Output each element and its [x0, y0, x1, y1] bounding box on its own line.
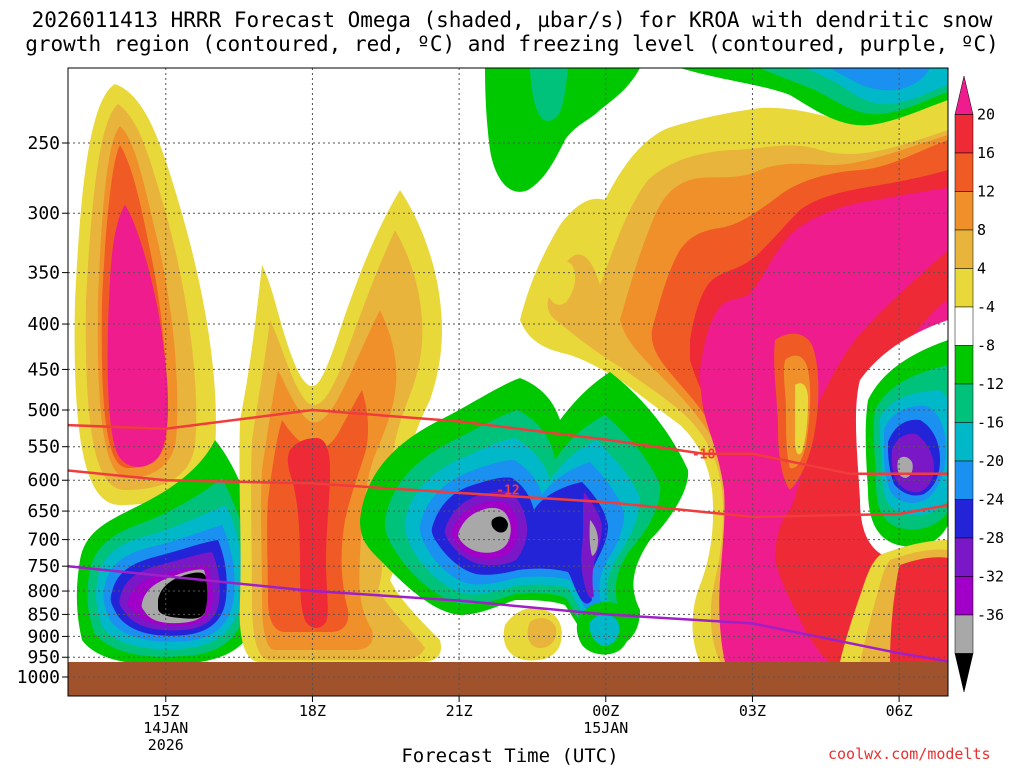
contour-line--12 — [68, 469, 948, 519]
y-tick-label-650: 650 — [27, 501, 60, 522]
colorbar-swatch-3 — [954, 191, 974, 231]
omega-region-pos-14z — [74, 84, 216, 505]
y-tick-label-750: 750 — [27, 556, 60, 577]
colorbar-swatch-13 — [954, 576, 974, 616]
colorbar-label-8: 8 — [977, 221, 986, 239]
contour-label-12: -12 — [496, 484, 519, 499]
y-tick-label-250: 250 — [27, 133, 60, 154]
colorbar-swatch-4 — [954, 229, 974, 269]
x-tick-date-15Z: 14JAN — [143, 719, 188, 737]
x-tick-label-18Z: 18Z — [299, 702, 326, 720]
colorbar-label--16: -16 — [977, 414, 1004, 432]
y-tick-label-700: 700 — [27, 530, 60, 551]
colorbar-label--4: -4 — [977, 298, 995, 316]
chart-title: 2026011413 HRRR Forecast Omega (shaded, … — [0, 8, 1024, 56]
y-tick-label-900: 900 — [27, 626, 60, 647]
omega-region-neg-22z — [360, 372, 689, 649]
colorbar: 20 16 12 8 4 -4 -8 -12 -16 -20 -24 -28 -32 -36 — [954, 75, 1004, 693]
x-tick-label-03Z: 03Z — [739, 702, 766, 720]
colorbar-label--24: -24 — [977, 491, 1004, 509]
colorbar-label-16: 16 — [977, 144, 995, 162]
y-tick-label-550: 550 — [27, 437, 60, 458]
y-tick-label-950: 950 — [27, 647, 60, 668]
colorbar-swatch-10 — [954, 460, 974, 500]
colorbar-swatch-7 — [954, 345, 974, 385]
credit-link[interactable]: coolwx.com/modelts — [828, 745, 991, 763]
colorbar-bottom-arrow — [954, 653, 974, 693]
colorbar-label--8: -8 — [977, 337, 995, 355]
colorbar-swatch-8 — [954, 383, 974, 423]
colorbar-label--28: -28 — [977, 529, 1004, 547]
colorbar-label--36: -36 — [977, 606, 1004, 624]
omega-region-neg-top-05z — [680, 68, 948, 126]
omega-region-pocket-04z — [774, 333, 819, 490]
colorbar-swatch-2 — [954, 152, 974, 192]
colorbar-swatch-11 — [954, 499, 974, 539]
omega-region-neg-top-22z — [485, 68, 640, 192]
contour-line-0 — [68, 564, 948, 663]
colorbar-swatch-6 — [954, 306, 974, 346]
colorbar-label-20: 20 — [977, 106, 995, 124]
y-tick-label-600: 600 — [27, 470, 60, 491]
colorbar-swatch-1 — [954, 114, 974, 154]
contour-lines — [68, 408, 948, 663]
x-tick-label-00Z: 00Z — [592, 702, 619, 720]
omega-region-bottom-right — [840, 540, 948, 662]
y-axis: 2503003504004505005506006507007508008509… — [17, 133, 68, 688]
contour-label-18: -18 — [692, 448, 716, 463]
y-tick-label-400: 400 — [27, 314, 60, 335]
colorbar-label-12: 12 — [977, 183, 995, 201]
title-line-2: growth region (contoured, red, ºC) and f… — [25, 32, 999, 56]
y-tick-label-800: 800 — [27, 581, 60, 602]
colorbar-swatch-5 — [954, 268, 974, 308]
title-line-1: 2026011413 HRRR Forecast Omega (shaded, … — [31, 8, 993, 32]
contour-line--18 — [68, 408, 948, 476]
x-tick-label-06Z: 06Z — [886, 702, 913, 720]
y-tick-label-850: 850 — [27, 604, 60, 625]
colorbar-label--12: -12 — [977, 375, 1004, 393]
colorbar-swatch-12 — [954, 537, 974, 577]
y-tick-label-450: 450 — [27, 359, 60, 380]
colorbar-label-4: 4 — [977, 260, 986, 278]
contour-labels: -12 -18 — [496, 448, 715, 499]
y-tick-label-1000: 1000 — [17, 667, 60, 688]
x-tick-year-15Z: 2026 — [148, 736, 184, 754]
colorbar-top-arrow — [954, 75, 974, 115]
colorbar-swatch-9 — [954, 422, 974, 462]
colorbar-label--32: -32 — [977, 568, 1004, 586]
y-tick-label-350: 350 — [27, 263, 60, 284]
x-tick-label-21Z: 21Z — [446, 702, 473, 720]
x-tick-date-00Z: 15JAN — [583, 719, 628, 737]
ground-surface — [68, 662, 948, 696]
y-tick-label-300: 300 — [27, 203, 60, 224]
x-tick-label-15Z: 15Z — [152, 702, 179, 720]
x-axis-title: Forecast Time (UTC) — [401, 745, 619, 767]
y-tick-label-500: 500 — [27, 400, 60, 421]
grid-lines — [68, 68, 948, 696]
colorbar-label--20: -20 — [977, 452, 1004, 470]
plot-area: -12 -18 — [68, 68, 948, 696]
colorbar-swatch-14 — [954, 614, 974, 654]
plot-frame — [67, 67, 949, 697]
